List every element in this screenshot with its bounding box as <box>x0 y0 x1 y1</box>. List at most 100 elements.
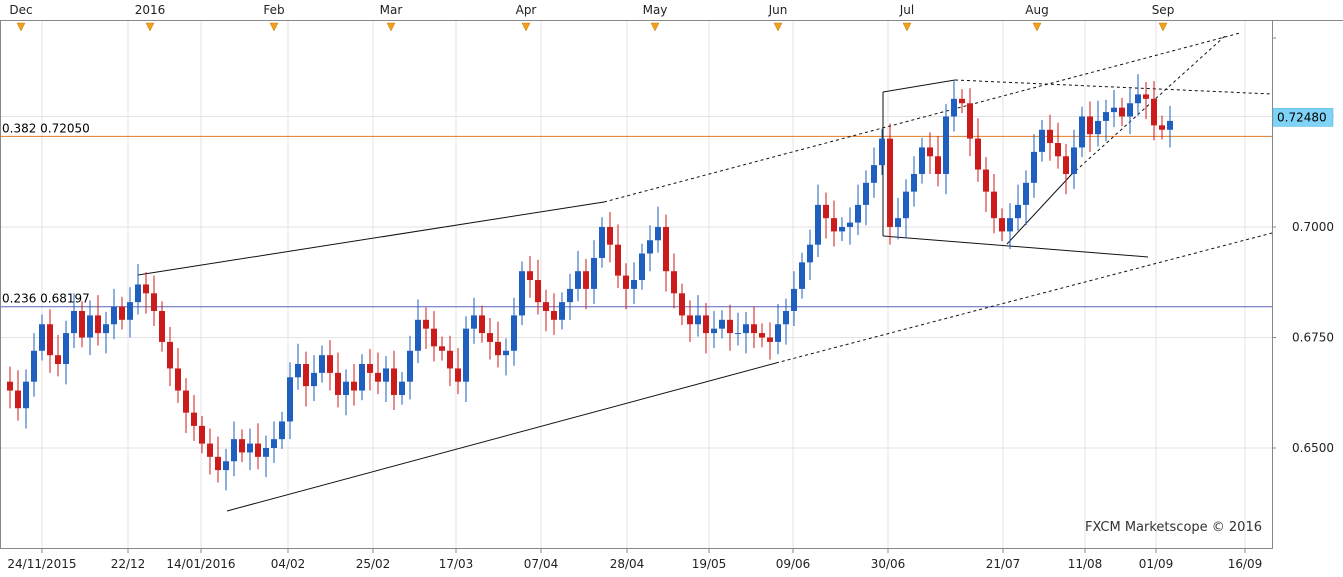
candle-body <box>703 315 709 334</box>
candle-body <box>31 350 37 382</box>
candle-body <box>103 324 109 334</box>
candle-body <box>527 271 533 281</box>
x-tick-label: 01/09 <box>1139 557 1174 571</box>
candle-body <box>543 302 549 311</box>
trendlines <box>137 32 1273 512</box>
candle-body <box>575 271 581 289</box>
fibonacci-levels: 0.382 0.72050 0.236 0.68197 <box>0 121 1272 308</box>
candle-body <box>623 275 629 289</box>
month-marker-icon <box>1032 22 1042 32</box>
candle-body <box>1055 143 1061 157</box>
candle-body <box>359 364 365 391</box>
candle-body <box>775 324 781 342</box>
trend-line <box>954 79 1273 95</box>
candle-body <box>1007 218 1013 232</box>
candle-body <box>487 333 493 342</box>
candle-body <box>247 443 253 453</box>
candle-body <box>671 271 677 294</box>
candle-body <box>87 315 93 338</box>
candle-body <box>311 372 317 387</box>
month-label: Sep <box>1152 3 1175 17</box>
candle-body <box>855 204 861 223</box>
candle-body <box>143 284 149 294</box>
candle-body <box>519 271 525 316</box>
fib-level-label: 0.236 0.68197 <box>2 292 90 306</box>
month-markers: Dec 2016 Feb Mar Apr May Jun Jul Aug Sep <box>9 3 1175 32</box>
trend-line <box>226 362 777 512</box>
candle-body <box>735 333 741 335</box>
candle-body <box>135 284 141 303</box>
candle-body <box>1159 125 1165 130</box>
candle-body <box>1039 129 1045 152</box>
month-label: Feb <box>263 3 284 17</box>
candle-body <box>871 165 877 183</box>
candle-body <box>959 98 965 104</box>
candle-body <box>943 116 949 174</box>
candle-body <box>63 333 69 365</box>
candle-body <box>695 315 701 325</box>
month-marker-icon <box>386 22 396 32</box>
candle-body <box>447 350 453 369</box>
last-price-label: 0.72480 <box>1277 110 1327 124</box>
month-marker-icon <box>773 22 783 32</box>
candle-body <box>1127 103 1133 117</box>
month-marker-icon <box>16 22 26 32</box>
month-label: May <box>643 3 668 17</box>
y-tick-label: 0.6500 <box>1292 441 1334 455</box>
candle-body <box>895 218 901 227</box>
month-marker-icon <box>650 22 660 32</box>
y-tick-label: 0.6750 <box>1292 331 1334 345</box>
candle-body <box>463 328 469 382</box>
candle-body <box>375 372 381 382</box>
candle-body <box>1031 151 1037 183</box>
candle-body <box>1047 129 1053 144</box>
watermark: FXCM Marketscope © 2016 <box>1085 520 1262 535</box>
candle-body <box>1071 147 1077 174</box>
candle-body <box>847 222 853 227</box>
candle-body <box>903 191 909 219</box>
candle-body <box>991 191 997 219</box>
candle-body <box>127 302 133 320</box>
candle-body <box>1143 94 1149 99</box>
candle-body <box>655 227 661 241</box>
trend-line <box>882 79 956 93</box>
candle-body <box>607 227 613 245</box>
gridlines <box>0 20 1272 548</box>
x-tick-label: 22/12 <box>111 557 146 571</box>
candle-body <box>535 280 541 303</box>
candle-body <box>287 377 293 422</box>
candle-body <box>1023 182 1029 205</box>
candle-body <box>767 337 773 342</box>
candle-body <box>759 333 765 338</box>
month-label: 2016 <box>135 3 166 17</box>
candle-body <box>255 443 261 457</box>
candle-body <box>279 421 285 440</box>
candle-body <box>391 368 397 395</box>
candle-body <box>815 204 821 245</box>
candle-body <box>791 288 797 311</box>
candle-body <box>479 315 485 334</box>
candle-body <box>511 315 517 351</box>
month-label: Aug <box>1025 3 1048 17</box>
candle-body <box>583 271 589 289</box>
trend-line <box>1006 174 1072 245</box>
candle-body <box>215 456 221 471</box>
candle-body <box>335 372 341 395</box>
candle-body <box>1063 156 1069 174</box>
candle-body <box>239 439 245 453</box>
month-label: Dec <box>9 3 32 17</box>
candle-body <box>999 218 1005 232</box>
candle-body <box>639 253 645 281</box>
candle-body <box>879 138 885 166</box>
candle-body <box>975 138 981 170</box>
candle-body <box>423 319 429 329</box>
candle-body <box>823 204 829 219</box>
candle-body <box>591 257 597 289</box>
candle-body <box>719 319 725 329</box>
candle-body <box>1087 116 1093 135</box>
candle-body <box>23 381 29 409</box>
candle-body <box>383 368 389 382</box>
candle-body <box>663 227 669 272</box>
candle-body <box>167 341 173 369</box>
